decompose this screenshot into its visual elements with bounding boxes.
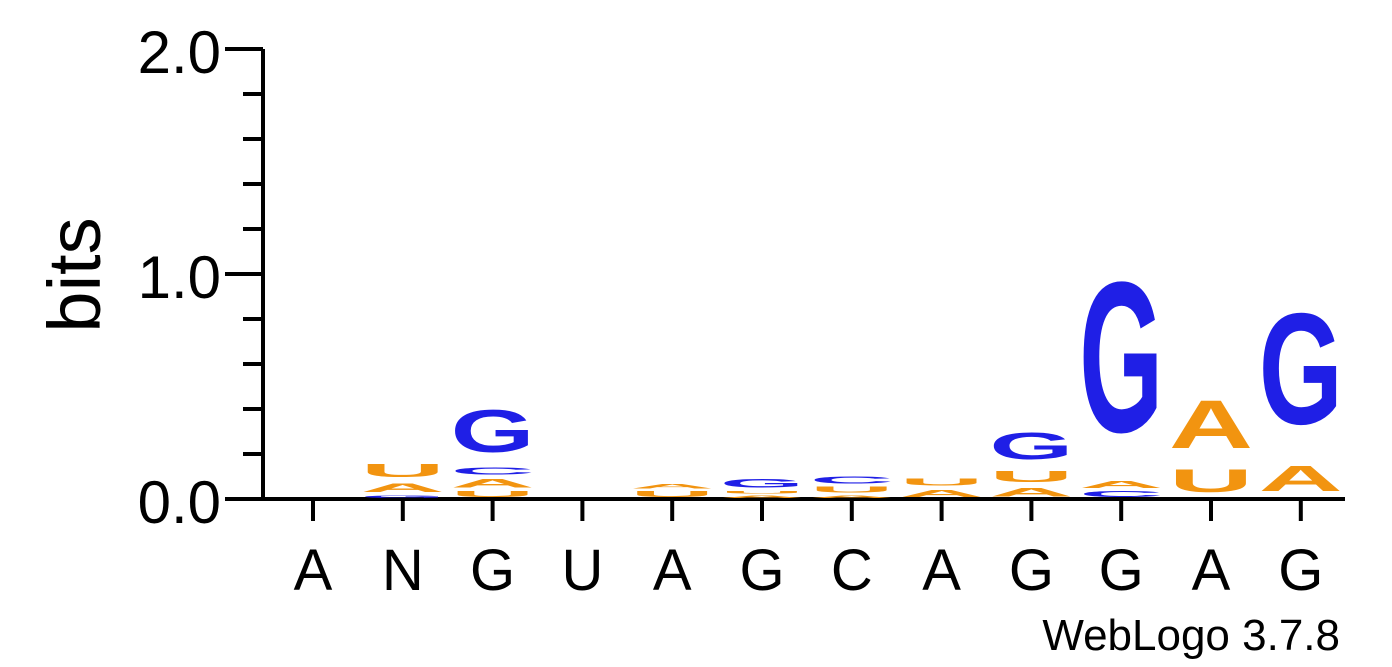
svg-text:A: A [1079,479,1163,490]
svg-text:A: A [1169,387,1253,463]
svg-text:U: U [451,490,535,499]
logo-letter-u: U [900,477,984,488]
logo-letter-g: G [361,495,445,499]
logo-letter-c: C [451,465,535,476]
svg-text:G: G [720,477,804,490]
logo-letter-c: C [1079,490,1163,499]
svg-text:G: G [451,398,535,466]
x-tick-label: A [922,538,961,603]
x-tick-label: G [1278,538,1323,603]
svg-text:U: U [989,467,1073,485]
logo-letter-a: A [361,481,445,495]
logo-letter-g: G [451,398,535,466]
x-tick-label: C [831,538,873,603]
logo-letter-a: A [810,495,894,499]
x-tick-label: G [470,538,515,603]
svg-text:G: G [361,495,445,499]
logo-letter-u: U [361,461,445,481]
y-axis-label: bits [33,217,116,332]
svg-text:C: C [1079,490,1163,499]
logo-letter-u: U [810,486,894,495]
y-tick-label: 2.0 [138,19,221,86]
svg-text:G: G [1079,238,1163,478]
x-tick-label: G [739,538,784,603]
svg-text:A: A [1259,459,1343,499]
svg-text:A: A [810,495,894,499]
logo-letter-u: U [989,467,1073,485]
logo-letter-a: A [720,495,804,499]
svg-text:A: A [989,485,1073,499]
svg-text:A: A [630,483,714,490]
svg-text:U: U [361,461,445,481]
y-tick-label: 1.0 [138,244,221,311]
logo-letter-u: U [1169,463,1253,499]
x-tick-label: A [294,538,333,603]
axis-layer [225,47,1345,521]
svg-text:A: A [720,495,804,499]
svg-text:U: U [810,486,894,495]
logo-letter-c: C [810,474,894,485]
logo-letter-g: G [989,425,1073,467]
svg-text:G: G [1259,280,1343,458]
logo-letter-a: A [1079,479,1163,490]
x-tick-label: A [653,538,692,603]
logo-letter-a: A [630,483,714,490]
logo-letter-g: G [1079,238,1163,478]
svg-text:U: U [630,490,714,499]
logo-letter-u: U [451,490,535,499]
x-tick-label: A [1192,538,1231,603]
x-tick-label: G [1099,538,1144,603]
axis-labels: bits WebLogo 3.7.8 0.01.02.0A N G U A G C A G G A G [33,19,1340,660]
svg-text:A: A [361,481,445,495]
logo-letter-g: G [1259,280,1343,458]
logo-letter-a: A [1259,459,1343,499]
svg-text:C: C [451,465,535,476]
y-tick-label: 0.0 [138,469,221,536]
x-tick-label: G [1009,538,1054,603]
svg-text:U: U [1169,463,1253,499]
svg-text:C: C [810,474,894,485]
x-tick-label: N [382,538,424,603]
svg-text:U: U [900,477,984,488]
logo-letter-a: A [989,485,1073,499]
logo-letter-g: G [720,477,804,490]
svg-text:A: A [451,476,535,490]
logo-letter-a: A [451,476,535,490]
svg-text:G: G [989,425,1073,467]
logo-letter-a: A [1169,387,1253,463]
svg-text:A: A [900,488,984,499]
logo-letter-a: A [900,488,984,499]
weblogo-credit: WebLogo 3.7.8 [1042,611,1340,660]
logo-letter-u: U [720,490,804,494]
logo-letter-u: U [630,490,714,499]
svg-text:U: U [720,490,804,494]
x-tick-label: U [561,538,603,603]
